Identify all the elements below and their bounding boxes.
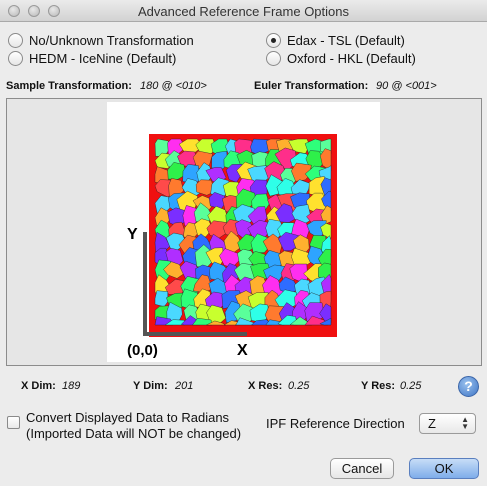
grain-cell xyxy=(319,317,332,326)
radio-edax-tsl[interactable]: Edax - TSL (Default) xyxy=(266,33,405,48)
euler-transformation-value: 90 @ <001> xyxy=(376,80,437,92)
grain-cell xyxy=(164,319,185,326)
radio-no-unknown-label: No/Unknown Transformation xyxy=(29,33,194,48)
grain-cell xyxy=(291,162,312,182)
title-bar: Advanced Reference Frame Options xyxy=(0,0,487,22)
image-viewport: Y X (0,0) xyxy=(6,98,482,366)
x-dim-value: 189 xyxy=(62,380,81,392)
x-res-label: X Res: xyxy=(248,380,283,392)
window-title: Advanced Reference Frame Options xyxy=(138,4,349,19)
x-res-value: 0.25 xyxy=(288,380,310,392)
grain-cell xyxy=(195,179,216,196)
radio-hedm-icenine-circle[interactable] xyxy=(8,51,23,66)
y-dim-value: 201 xyxy=(175,380,194,392)
grain-cell xyxy=(163,261,186,279)
convert-radians-checkbox[interactable] xyxy=(7,416,20,429)
grain-cell xyxy=(275,203,296,223)
radio-oxford-hkl-circle[interactable] xyxy=(266,51,281,66)
grain-cell xyxy=(320,223,332,239)
convert-radians-text: Convert Displayed Data to Radians (Impor… xyxy=(26,410,241,442)
close-window-icon[interactable] xyxy=(8,5,20,17)
sample-transformation-value: 180 @ <010> xyxy=(140,80,207,92)
ebsd-map: Y X (0,0) xyxy=(127,134,337,359)
radio-edax-tsl-circle[interactable] xyxy=(266,33,281,48)
radio-oxford-hkl[interactable]: Oxford - HKL (Default) xyxy=(266,51,416,66)
convert-radians-line1: Convert Displayed Data to Radians xyxy=(26,410,230,425)
euler-transformation-label: Euler Transformation: xyxy=(254,80,369,92)
y-res-value: 0.25 xyxy=(400,380,422,392)
radio-oxford-hkl-label: Oxford - HKL (Default) xyxy=(287,51,416,66)
radio-hedm-icenine-label: HEDM - IceNine (Default) xyxy=(29,51,177,66)
ipf-direction-value: Z xyxy=(428,416,436,431)
grain-cell xyxy=(167,162,187,180)
ok-button[interactable]: OK xyxy=(409,458,479,479)
ipf-direction-label: IPF Reference Direction xyxy=(266,416,405,431)
x-axis-label: X xyxy=(237,342,248,359)
radio-no-unknown[interactable]: No/Unknown Transformation xyxy=(8,33,194,48)
y-axis-line xyxy=(143,232,147,336)
radio-edax-tsl-label: Edax - TSL (Default) xyxy=(287,33,405,48)
question-icon: ? xyxy=(464,378,473,394)
radio-hedm-icenine[interactable]: HEDM - IceNine (Default) xyxy=(8,51,176,66)
convert-radians-line2: (Imported Data will NOT be changed) xyxy=(26,426,242,441)
y-axis-label: Y xyxy=(127,226,138,243)
image-canvas: Y X (0,0) xyxy=(107,102,380,362)
grain-cell xyxy=(191,317,213,326)
grain-cell xyxy=(206,320,227,326)
x-axis-line xyxy=(143,332,247,336)
help-button[interactable]: ? xyxy=(458,376,479,397)
grain-map xyxy=(154,138,332,326)
y-res-label: Y Res: xyxy=(361,380,396,392)
grain-cell xyxy=(154,290,168,307)
grain-cell xyxy=(320,205,332,225)
zoom-window-icon[interactable] xyxy=(48,5,60,17)
ipf-direction-select[interactable]: Z ▲ ▼ xyxy=(419,413,476,434)
minimize-window-icon[interactable] xyxy=(28,5,40,17)
grain-cell xyxy=(194,218,214,238)
sample-transformation-label: Sample Transformation: xyxy=(6,80,132,92)
x-dim-label: X Dim: xyxy=(21,380,56,392)
grain-cell xyxy=(211,150,228,170)
cancel-button[interactable]: Cancel xyxy=(330,458,394,479)
y-dim-label: Y Dim: xyxy=(133,380,168,392)
grain-cell xyxy=(250,319,273,326)
select-arrows-icon: ▲ ▼ xyxy=(461,415,469,431)
radio-no-unknown-circle[interactable] xyxy=(8,33,23,48)
origin-label: (0,0) xyxy=(127,342,158,359)
